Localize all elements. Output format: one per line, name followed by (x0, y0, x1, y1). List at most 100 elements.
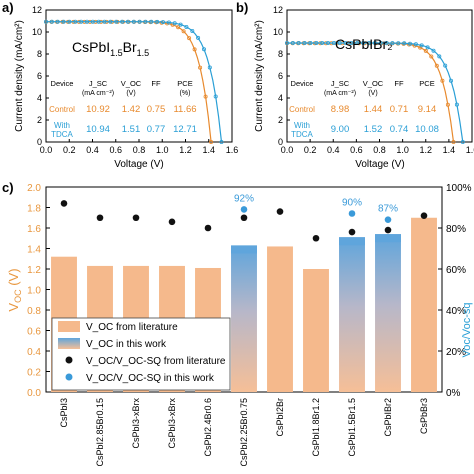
panel-a-label: a) (2, 0, 14, 15)
jv-point (114, 19, 119, 24)
panel-c-ratio-dots: 92% 90% 87% (60, 193, 428, 242)
jv-point (172, 21, 177, 26)
y2-tick-label: 80% (446, 224, 466, 235)
jv-point (290, 41, 295, 46)
legend-entry: V_OC/V_OC-SQ from literature (86, 356, 226, 367)
y-tick-label: 0.4 (27, 347, 41, 358)
jv-point (143, 19, 148, 24)
category-label: CsPbI1.8Br1.2 (311, 398, 321, 457)
y-tick-label: 4 (37, 93, 42, 103)
jv-point (166, 20, 171, 25)
jv-point (178, 22, 183, 27)
jv-point (160, 20, 165, 25)
y-tick-label: 1.6 (27, 224, 41, 235)
x-tick-label: 1.4 (443, 145, 456, 155)
jv-point (413, 42, 418, 47)
ratio-dot-this-work (348, 210, 356, 217)
y-tick-label: 10 (273, 27, 283, 37)
jv-point (192, 47, 197, 52)
panel-a-ticks: 0.0 0.2 0.4 0.6 0.8 1.0 1.2 1.4 1.6 0 2 4 6 8 10 12 (32, 5, 238, 155)
table-cell: 9.14 (418, 104, 437, 115)
jv-point (355, 41, 360, 46)
category-label: CsPbI1.5Br1.5 (347, 398, 357, 457)
table-cell: 0.75 (147, 104, 166, 115)
y-tick-label: 10 (32, 27, 42, 37)
table-device: Control (289, 105, 315, 114)
table-cell: 1.42 (122, 104, 141, 115)
x-tick-label: 0.6 (350, 145, 363, 155)
panel-c-category-labels: CsPbI3 CsPbI2.85Br0.15 CsPbI3-xBrx CsPbI3-x… (59, 398, 429, 467)
panel-b-frame (286, 9, 473, 143)
table-device: With (294, 121, 310, 130)
table-cell: 1.44 (364, 104, 383, 115)
table-cell: 9.00 (331, 124, 350, 135)
y2-tick-label: 100% (446, 183, 472, 194)
bar-top-cap (375, 234, 401, 243)
ratio-dot-this-work (240, 206, 248, 213)
legend-swatch (58, 338, 80, 349)
table-cell: 0.77 (147, 124, 166, 135)
ratio-dot-literature (204, 224, 212, 232)
table-cell: 12.71 (173, 124, 197, 135)
jv-point (429, 54, 434, 59)
x-tick-label: 1.6 (466, 145, 474, 155)
jv-point (384, 41, 389, 46)
x-tick-label: 1.2 (179, 145, 192, 155)
jv-point (460, 139, 465, 144)
jv-point (61, 19, 66, 24)
y-tick-label: 8 (37, 49, 42, 59)
x-tick-label: 0.4 (327, 145, 340, 155)
x-tick-label: 1.0 (396, 145, 409, 155)
panel-a-xlabel: Voltage (V) (114, 159, 163, 170)
jv-point (73, 19, 78, 24)
y-tick-label: 1.0 (27, 286, 41, 297)
panel-b-label: b) (236, 0, 248, 15)
bar-top-cap (231, 245, 257, 254)
table-header: FF (394, 79, 404, 88)
table-header-unit: (%) (180, 90, 191, 97)
x-tick-label: 0.6 (109, 145, 122, 155)
y-tick-label: 0.2 (27, 368, 41, 379)
x-tick-label: 0.2 (304, 145, 317, 155)
jv-point (209, 139, 214, 144)
jv-point (440, 78, 445, 83)
jv-point (207, 65, 212, 70)
jv-point (131, 19, 136, 24)
jv-point (125, 19, 130, 24)
y2-tick-label: 60% (446, 265, 466, 276)
y-tick-label: 12 (32, 5, 42, 15)
jv-point (284, 41, 289, 46)
panel-a-frame (45, 9, 233, 143)
jv-point (325, 41, 330, 46)
jv-point (79, 19, 84, 24)
x-tick-label: 0.0 (281, 145, 294, 155)
category-label: CsPbIBr2 (383, 398, 393, 437)
jv-point (378, 41, 383, 46)
jv-point (448, 78, 453, 83)
x-tick-label: 0.8 (133, 145, 146, 155)
table-header: J_SC (331, 79, 350, 88)
category-label: CsPbI3-xBrx (167, 398, 177, 449)
jv-point (423, 48, 428, 53)
jv-curve-tdca (46, 21, 223, 143)
jv-point (445, 102, 450, 107)
jv-point (296, 41, 301, 46)
panel-b-ticks: 0.0 0.2 0.4 0.6 0.8 1.0 1.2 1.4 1.6 0 2 4 6 8 10 12 (273, 5, 474, 155)
table-header: J_SC (89, 79, 108, 88)
panel-a-ylabel: Current density (mA/cm²) (14, 20, 25, 132)
panel-c-left-axis: 0.0 0.2 0.4 0.6 0.8 1.0 1.2 1.4 1.6 1.8 2.0 (27, 183, 50, 399)
category-label: CsPbI2.4Br0.6 (203, 398, 213, 457)
bar-this-work (231, 245, 257, 392)
table-device: Control (49, 105, 75, 114)
jv-point (190, 28, 195, 33)
y-tick-label: 0.6 (27, 327, 41, 338)
jv-point (108, 19, 113, 24)
y-tick-label: 6 (37, 71, 42, 81)
legend-entry: V_OC in this work (86, 339, 167, 350)
jv-point (431, 48, 436, 53)
panel-c: c) 0.0 0.2 0.4 0.6 0.8 1.0 1.2 1.4 1.6 1.8 2.0 0% 2… (2, 180, 473, 467)
jv-point (402, 41, 407, 46)
legend-box (51, 317, 231, 391)
x-tick-label: 1.2 (419, 145, 432, 155)
